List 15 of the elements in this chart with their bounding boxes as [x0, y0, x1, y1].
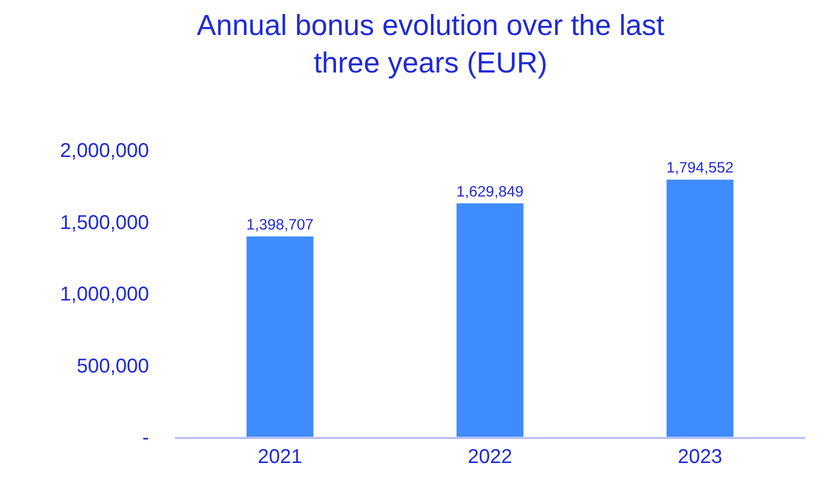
y-tick-label: - [142, 427, 149, 449]
bar [456, 202, 524, 437]
y-tick-label: 1,500,000 [60, 212, 149, 234]
x-tick-label: 2023 [678, 446, 722, 468]
data-label: 1,794,552 [666, 160, 734, 177]
y-tick-label: 500,000 [76, 355, 149, 378]
x-tick-label: 2022 [468, 446, 512, 468]
bar [246, 236, 314, 437]
x-tick-label: 2021 [258, 446, 302, 468]
bar [666, 179, 734, 437]
data-label: 1,398,707 [246, 216, 314, 234]
y-tick-label: 2,000,000 [60, 140, 149, 162]
data-label: 1,629,849 [456, 183, 524, 200]
y-tick-label: 1,000,000 [60, 284, 149, 306]
chart-title: Annual bonus evolution over the last three years (EUR) [196, 10, 664, 80]
